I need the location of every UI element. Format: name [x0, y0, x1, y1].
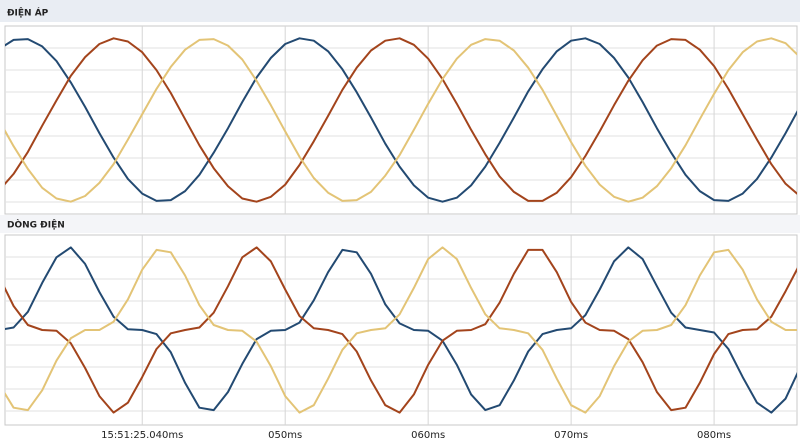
x-tick-label: 050ms	[268, 430, 302, 441]
waveform-line	[5, 246, 797, 414]
waveform-line	[5, 37, 797, 203]
series-group	[5, 37, 797, 203]
waveform-line	[5, 246, 797, 414]
x-tick-label: 070ms	[554, 430, 588, 441]
x-tick-label: 060ms	[411, 430, 445, 441]
panel-title: DÒNG ĐIỆN	[7, 219, 65, 231]
panel-title: ĐIỆN ÁP	[7, 7, 49, 19]
panel-header	[0, 215, 800, 233]
plot-frame	[4, 25, 798, 215]
x-tick-label: 080ms	[697, 430, 731, 441]
waveform-line	[5, 246, 797, 414]
panel-header	[0, 0, 800, 22]
waveform-line	[5, 37, 797, 203]
x-tick-label: 15:51:25.040ms	[101, 430, 183, 441]
waveform-line	[5, 37, 797, 203]
series-group	[5, 246, 797, 414]
